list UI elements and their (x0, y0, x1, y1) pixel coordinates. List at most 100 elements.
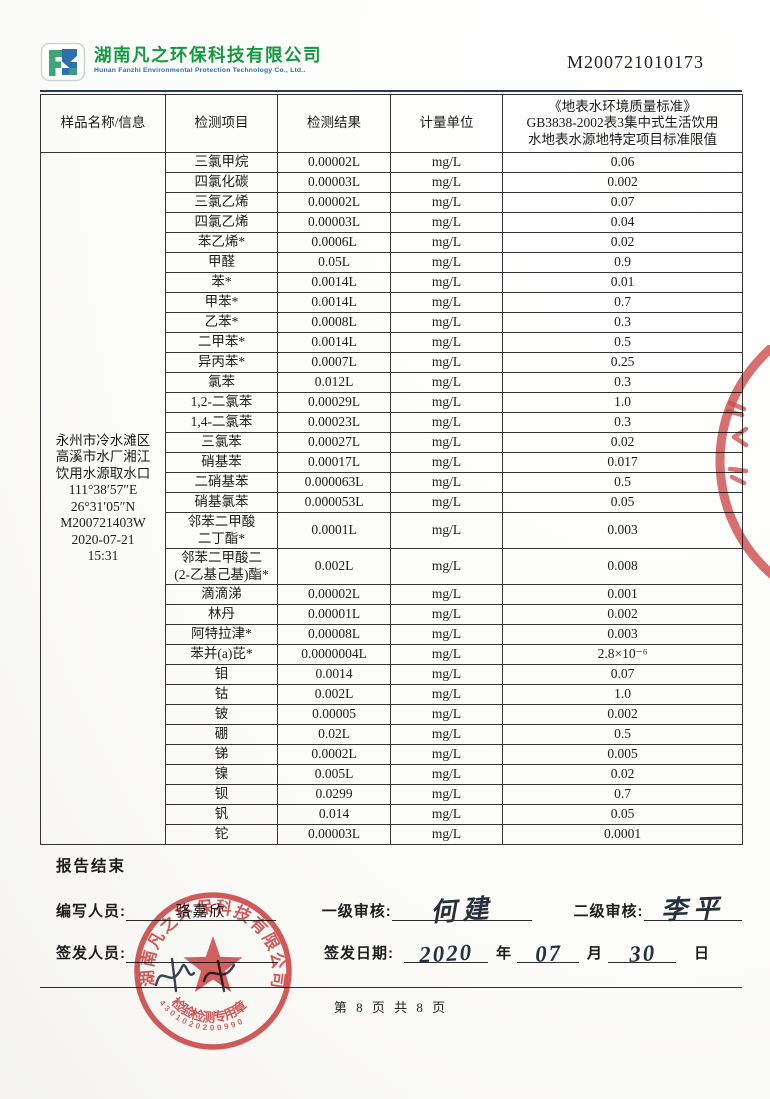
table-row: 硼 0.02L mg/L 0.5 (41, 724, 743, 745)
cell-unit: mg/L (390, 704, 503, 725)
cell-result: 0.000053L (277, 492, 391, 513)
col-header-item: 检测项目 (165, 94, 278, 153)
cell-result: 0.005L (277, 764, 391, 785)
table-row: 邻苯二甲酸 二丁酯* 0.0001L mg/L 0.003 (41, 512, 743, 549)
cell-item: 四氯化碳 (165, 172, 278, 193)
cell-result: 0.0000004L (277, 644, 391, 665)
cell-item: 甲苯* (165, 292, 278, 313)
cell-limit: 0.07 (502, 192, 743, 213)
cell-unit: mg/L (390, 452, 503, 473)
company-name-en: Hunan Fanzhi Environmental Protection Te… (94, 67, 306, 74)
writer-label: 编写人员: (56, 903, 126, 920)
table-row: 永州市冷水滩区 高溪市水厂湘江 饮用水源取水口 111°38′57″E 26°3… (40, 152, 743, 845)
cell-result: 0.0002L (277, 744, 391, 765)
footer-divider (40, 987, 742, 988)
cell-result: 0.00027L (277, 432, 391, 453)
table-row: 1,2-二氯苯 0.00029L mg/L 1.0 (41, 392, 743, 413)
cell-limit: 0.02 (502, 764, 743, 785)
cell-unit: mg/L (390, 332, 503, 353)
cell-limit: 1.0 (502, 684, 743, 705)
cell-limit: 0.7 (502, 784, 743, 805)
table-row: 苯乙烯* 0.0006L mg/L 0.02 (41, 232, 743, 253)
table-row: 钴 0.002L mg/L 1.0 (41, 684, 743, 705)
cell-result: 0.00003L (277, 824, 391, 845)
cell-unit: mg/L (390, 472, 503, 493)
cell-item: 林丹 (165, 604, 278, 625)
cell-result: 0.0014 (277, 664, 391, 685)
cell-item: 邻苯二甲酸 二丁酯* (165, 512, 278, 549)
review2-signature-line: 李平 (643, 894, 743, 925)
cell-unit: mg/L (390, 352, 503, 373)
cell-unit: mg/L (390, 432, 503, 453)
issuer-label: 签发人员: (56, 945, 126, 962)
col-header-standard: 《地表水环境质量标准》 GB3838-2002表3集中式生活饮用 水地表水源地特… (502, 94, 743, 153)
date-day-handwritten: 30 (628, 940, 657, 967)
issuer-signature-scribble (154, 957, 236, 993)
review2-label: 二级审核: (573, 903, 644, 920)
report-header: 湖南凡之环保科技有限公司 Hunan Fanzhi Environmental … (40, 42, 742, 88)
cell-item: 二甲苯* (165, 332, 278, 353)
col-header-sample: 样品名称/信息 (40, 94, 166, 153)
cell-unit: mg/L (390, 252, 503, 273)
cell-item: 三氯乙烯 (165, 192, 278, 213)
table-row: 甲苯* 0.0014L mg/L 0.7 (41, 292, 743, 313)
cell-limit: 0.3 (502, 312, 743, 333)
cell-result: 0.0014L (277, 332, 391, 353)
cell-limit: 0.002 (502, 604, 743, 625)
cell-limit: 0.0001 (502, 824, 743, 845)
report-number: M200721010173 (566, 52, 704, 72)
company-name: 湖南凡之环保科技有限公司 (94, 45, 322, 65)
cell-limit: 0.002 (502, 172, 743, 193)
cell-limit: 0.02 (502, 232, 743, 253)
cell-result: 0.012L (277, 372, 391, 393)
table-row: 二甲苯* 0.0014L mg/L 0.5 (41, 332, 743, 353)
cell-limit: 0.9 (502, 252, 743, 273)
cell-result: 0.00002L (277, 584, 391, 605)
table-row: 苯* 0.0014L mg/L 0.01 (41, 272, 743, 293)
table-row: 硝基氯苯 0.000053L mg/L 0.05 (41, 492, 743, 513)
table-row: 钡 0.0299 mg/L 0.7 (41, 784, 743, 805)
cell-item: 滴滴涕 (165, 584, 278, 605)
cell-unit: mg/L (390, 644, 503, 665)
cell-item: 异丙苯* (165, 352, 278, 373)
company-block: 湖南凡之环保科技有限公司 Hunan Fanzhi Environmental … (94, 42, 322, 74)
issue-date-label: 签发日期: (324, 945, 394, 962)
signature-row-1: 编写人员: 骆嘉欣 一级审核: 何建 二级审核: 李平 (56, 894, 743, 927)
cell-limit: 0.001 (502, 584, 743, 605)
cell-item: 甲醛 (165, 252, 278, 273)
cell-limit: 0.002 (502, 704, 743, 725)
cell-unit: mg/L (390, 212, 503, 233)
cell-result: 0.00003L (277, 212, 391, 233)
cell-unit: mg/L (390, 292, 503, 313)
cell-unit: mg/L (390, 172, 503, 193)
fanzhi-logo-icon (40, 42, 86, 82)
review1-label: 一级审核: (321, 903, 392, 920)
cell-item: 苯乙烯* (165, 232, 278, 253)
cell-item: 四氯乙烯 (165, 212, 278, 233)
table-row: 镍 0.005L mg/L 0.02 (41, 764, 743, 785)
table-row: 二硝基苯 0.000063L mg/L 0.5 (41, 472, 743, 493)
table-header-row: 样品名称/信息 检测项目 检测结果 计量单位 《地表水环境质量标准》 GB383… (40, 94, 743, 153)
cell-unit: mg/L (390, 824, 503, 845)
cell-item: 铊 (165, 824, 278, 845)
cell-limit: 0.003 (502, 624, 743, 645)
cell-result: 0.0299 (277, 784, 391, 805)
cell-limit: 0.5 (502, 724, 743, 745)
cell-unit: mg/L (390, 604, 503, 625)
cell-unit: mg/L (390, 764, 503, 785)
cell-result: 0.000063L (277, 472, 391, 493)
cell-result: 0.00005 (277, 704, 391, 725)
cell-unit: mg/L (390, 584, 503, 605)
cell-unit: mg/L (390, 312, 503, 333)
cell-unit: mg/L (390, 624, 503, 645)
cell-item: 硼 (165, 724, 278, 745)
table-row: 钒 0.014 mg/L 0.05 (41, 804, 743, 825)
cell-result: 0.0007L (277, 352, 391, 373)
review1-signature-line: 何建 (391, 894, 532, 927)
cell-item: 1,4-二氯苯 (165, 412, 278, 433)
cell-item: 苯并(a)芘* (165, 644, 278, 665)
cell-unit: mg/L (390, 492, 503, 513)
cell-limit: 0.01 (502, 272, 743, 293)
cell-result: 0.0001L (277, 512, 391, 549)
date-day-line: 30 (608, 940, 677, 967)
